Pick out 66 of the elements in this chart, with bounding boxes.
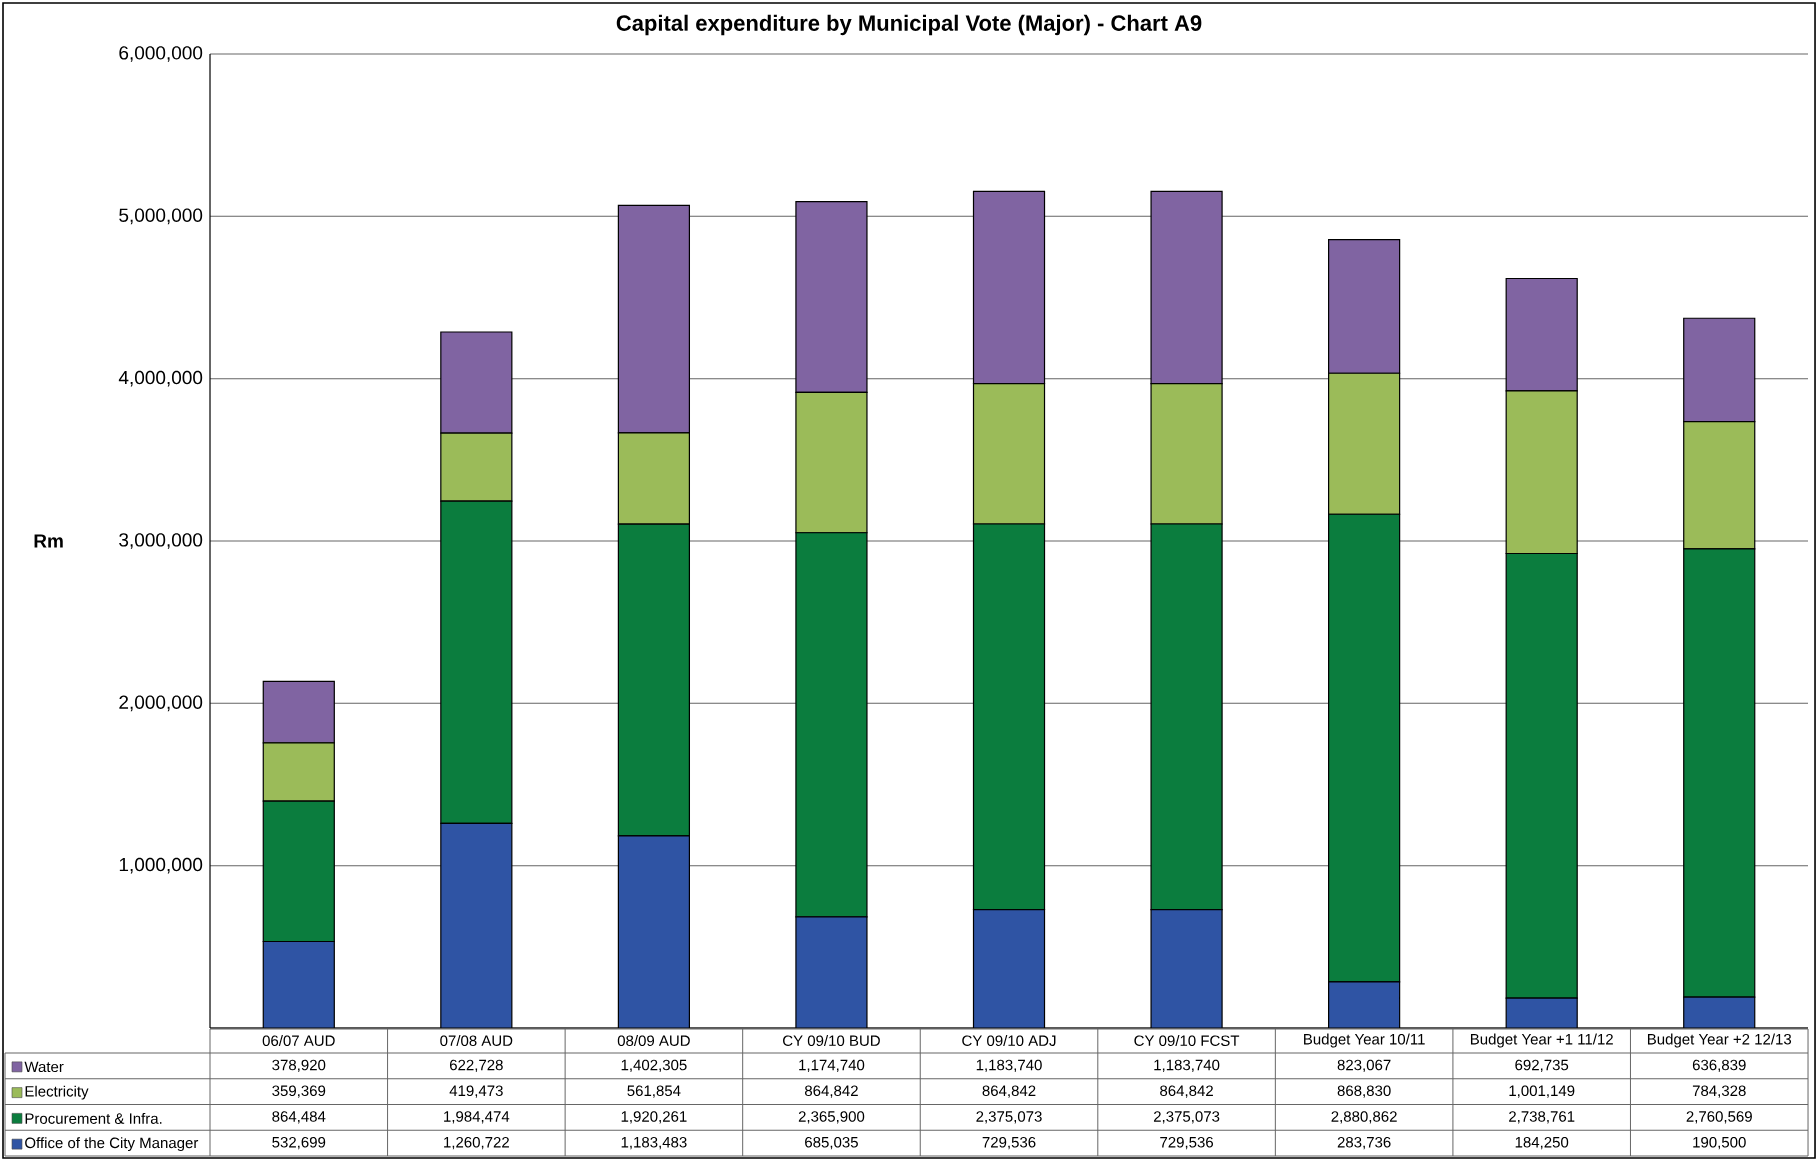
y-axis-title: Rm <box>34 534 63 548</box>
data-label: 283,736 <box>1337 1136 1391 1150</box>
y-tick-label: 5,000,000 <box>119 208 203 225</box>
bar <box>263 941 335 1028</box>
data-label: 2,880,862 <box>1331 1111 1397 1124</box>
data-label: 864,842 <box>982 1085 1036 1098</box>
bar <box>973 909 1045 1028</box>
data-label: 2,375,073 <box>1153 1111 1220 1124</box>
data-label: 864,842 <box>805 1085 858 1098</box>
data-label: 190,500 <box>1693 1136 1746 1150</box>
y-tick-label: 4,000,000 <box>118 370 203 387</box>
data-label: 622,728 <box>449 1059 503 1073</box>
data-label: 378,920 <box>272 1059 326 1073</box>
y-tick-label: 2,000,000 <box>119 695 203 712</box>
data-label: 692,735 <box>1515 1059 1569 1073</box>
x-tick-label: Budget Year +2 12/13 <box>1647 1033 1792 1048</box>
data-label: 1,984,474 <box>444 1111 510 1124</box>
legend-label: Procurement & Infra. <box>25 1112 162 1124</box>
x-tick-label: Budget Year 10/11 <box>1304 1033 1425 1048</box>
x-tick-label: CY 09/10 ADJ <box>962 1035 1056 1047</box>
x-tick-label: CY 09/10 BUD <box>783 1035 880 1047</box>
data-label: 1,260,722 <box>444 1136 509 1150</box>
bar <box>1151 909 1223 1028</box>
x-tick-label: CY 09/10 FCST <box>1134 1035 1240 1047</box>
y-tick-label: 6,000,000 <box>119 46 203 62</box>
legend-label: Water <box>24 1061 64 1073</box>
legend-label: Office of the City Manager <box>25 1137 199 1152</box>
data-label: 1,183,740 <box>976 1059 1042 1073</box>
data-label: 1,183,740 <box>1154 1059 1220 1073</box>
y-tick-label: 1,000,000 <box>119 857 203 874</box>
chart-title: Capital expenditure by Municipal Vote (Major) - Chart A9 <box>616 14 1202 36</box>
data-label: 184,250 <box>1515 1136 1569 1150</box>
bar <box>1683 996 1756 1028</box>
bar <box>795 916 867 1028</box>
data-label: 359,369 <box>272 1085 326 1098</box>
x-tick-label: 08/09 AUD <box>617 1035 690 1047</box>
bar <box>618 835 690 1028</box>
data-label: 636,839 <box>1692 1059 1746 1073</box>
data-label: 2,760,569 <box>1686 1111 1752 1124</box>
data-label: 864,484 <box>272 1111 326 1124</box>
data-label: 729,536 <box>1160 1136 1214 1150</box>
data-label: 1,402,305 <box>621 1059 687 1073</box>
data-label: 868,830 <box>1337 1085 1391 1098</box>
bar <box>1506 998 1578 1028</box>
data-label: 1,174,740 <box>799 1059 865 1073</box>
data-label: 729,536 <box>982 1136 1036 1150</box>
legend-label: Electricity <box>25 1085 89 1100</box>
data-label: 823,067 <box>1337 1059 1391 1073</box>
data-label: 864,842 <box>1160 1085 1213 1098</box>
bar <box>1328 981 1400 1028</box>
bar <box>440 823 512 1028</box>
data-label: 685,035 <box>805 1136 858 1150</box>
x-tick-label: 07/08 AUD <box>440 1035 513 1047</box>
data-label: 532,699 <box>272 1136 326 1150</box>
data-label: 2,738,761 <box>1509 1111 1575 1124</box>
data-label: 561,854 <box>627 1085 681 1098</box>
data-label: 2,375,073 <box>976 1111 1042 1124</box>
data-label: 784,328 <box>1692 1085 1746 1098</box>
data-label: 2,365,900 <box>798 1111 865 1124</box>
data-label: 1,920,261 <box>621 1111 687 1124</box>
x-tick-label: Budget Year +1 11/12 <box>1470 1033 1613 1048</box>
y-tick-label: 3,000,000 <box>119 533 203 549</box>
data-label: 1,183,483 <box>621 1136 687 1150</box>
data-label: 419,473 <box>449 1085 503 1098</box>
data-label: 1,001,149 <box>1509 1085 1575 1098</box>
x-tick-label: 06/07 AUD <box>262 1035 335 1047</box>
